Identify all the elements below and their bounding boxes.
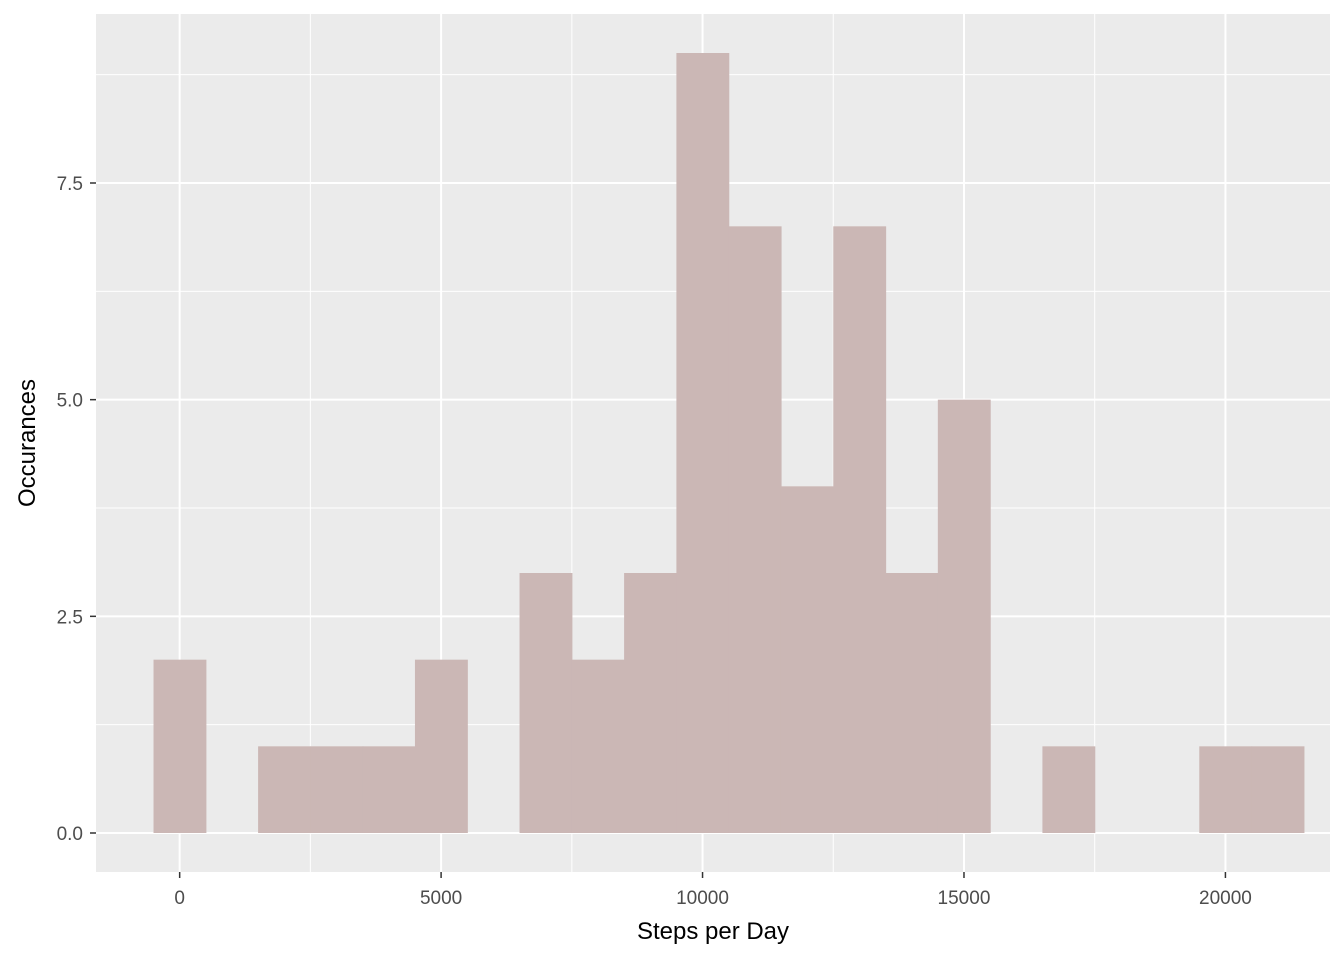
y-tick-label: 0.0 — [57, 824, 83, 845]
histogram-bar — [833, 226, 887, 834]
histogram-bar — [519, 573, 573, 833]
histogram-bar — [780, 486, 834, 833]
histogram-bar — [624, 573, 677, 833]
x-axis-title: Steps per Day — [637, 918, 789, 945]
y-tick-label: 5.0 — [57, 391, 83, 412]
histogram-bar — [153, 659, 207, 833]
histogram-bar — [728, 226, 782, 834]
x-tick-label: 5000 — [420, 888, 462, 909]
y-axis-title: Occurances — [14, 379, 41, 507]
histogram-bar — [414, 659, 468, 833]
x-tick-label: 0 — [174, 888, 185, 909]
histogram-bar — [885, 573, 939, 833]
x-tick-label: 15000 — [938, 888, 991, 909]
histogram-bar — [1199, 746, 1253, 833]
histogram-bar — [362, 746, 416, 833]
y-tick-label: 2.5 — [57, 607, 83, 628]
histogram-bar — [1042, 746, 1096, 833]
y-axis: 0.0 2.5 5.0 7.5 — [57, 174, 96, 845]
x-tick-label: 10000 — [676, 888, 729, 909]
histogram-bar — [676, 53, 730, 833]
y-tick-label: 7.5 — [57, 174, 83, 195]
histogram-bar — [937, 399, 991, 833]
histogram-bars — [153, 53, 1305, 834]
histogram-bar — [258, 746, 311, 833]
histogram-bar — [571, 659, 625, 833]
histogram-bar — [310, 746, 364, 833]
x-axis: 0 5000 10000 15000 20000 — [174, 872, 1252, 909]
x-tick-label: 20000 — [1199, 888, 1252, 909]
histogram-bar — [1251, 746, 1305, 833]
